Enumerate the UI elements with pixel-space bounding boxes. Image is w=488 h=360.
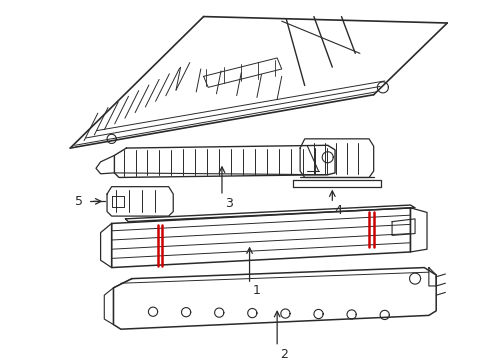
Text: 2: 2 — [280, 347, 288, 360]
Text: 3: 3 — [225, 197, 233, 210]
Text: 1: 1 — [252, 284, 260, 297]
Text: 5: 5 — [75, 195, 83, 208]
Text: 4: 4 — [334, 204, 342, 217]
